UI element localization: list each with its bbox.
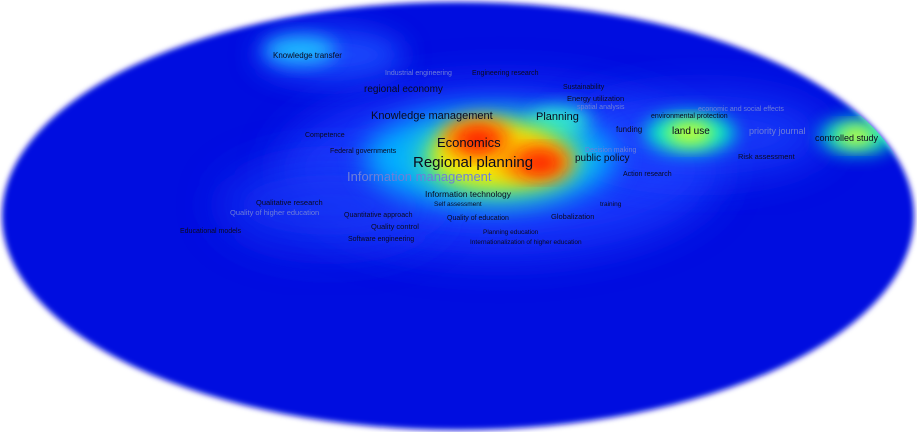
term-risk-assessment: Risk assessment	[738, 152, 795, 161]
term-quality-control: Quality control	[371, 222, 419, 231]
density-cyan-planning	[530, 106, 590, 134]
term-energy-utilization: Energy utilization	[567, 94, 625, 103]
term-knowledge-management: Knowledge management	[371, 110, 493, 122]
term-engineering-research: Engineering research	[472, 70, 539, 77]
term-self-assessment: Self assessment	[434, 201, 482, 208]
term-economic-and-social-effects: economic and social effects	[698, 106, 784, 113]
term-planning-education: Planning education	[483, 229, 539, 236]
term-quality-of-education: Quality of education	[447, 215, 509, 222]
term-information-management: Information management	[347, 169, 492, 184]
term-decision-making: Decision making	[585, 147, 637, 154]
term-controlled-study: controlled study	[815, 134, 879, 143]
term-environmental-protection: environmental protection	[651, 113, 728, 120]
term-educational-models: Educational models	[180, 228, 242, 235]
term-information-technology: Information technology	[425, 189, 511, 199]
term-industrial-engineering: Industrial engineering	[385, 70, 452, 77]
term-sustainability: Sustainability	[563, 84, 605, 91]
term-federal-governments: Federal governments	[330, 148, 397, 155]
term-priority-journal: priority journal	[749, 126, 806, 136]
term-public-policy: public policy	[575, 153, 630, 164]
term-software-engineering: Software engineering	[348, 236, 415, 243]
term-competence: Competence	[305, 132, 345, 139]
density-red-regional-planning	[518, 151, 562, 175]
term-regional-economy: regional economy	[364, 84, 443, 95]
term-planning: Planning	[536, 111, 579, 123]
term-regional-planning: Regional planning	[413, 154, 534, 171]
term-qualitative-research: Qualitative research	[256, 198, 323, 207]
density-green-controlled-study	[836, 126, 876, 146]
density-cyan-knowledge-transfer	[264, 36, 336, 64]
density-green-land-use	[666, 121, 714, 145]
term-spatial-analysis: spatial analysis	[577, 104, 625, 111]
term-action-research: Action research	[623, 171, 672, 178]
term-economics: Economics	[437, 135, 501, 150]
density-red-economics	[456, 127, 500, 153]
term-training: training	[600, 201, 622, 208]
term-knowledge-transfer: Knowledge transfer	[273, 51, 342, 60]
term-funding: funding	[616, 125, 643, 134]
term-globalization: Globalization	[551, 212, 595, 221]
term-quality-of-higher-education: Quality of higher education	[230, 208, 320, 217]
term-land-use: land use	[672, 126, 710, 137]
term-quantitative-approach: Quantitative approach	[344, 212, 413, 219]
term-internationalization-of-higher-education: Internationalization of higher education	[470, 239, 582, 246]
